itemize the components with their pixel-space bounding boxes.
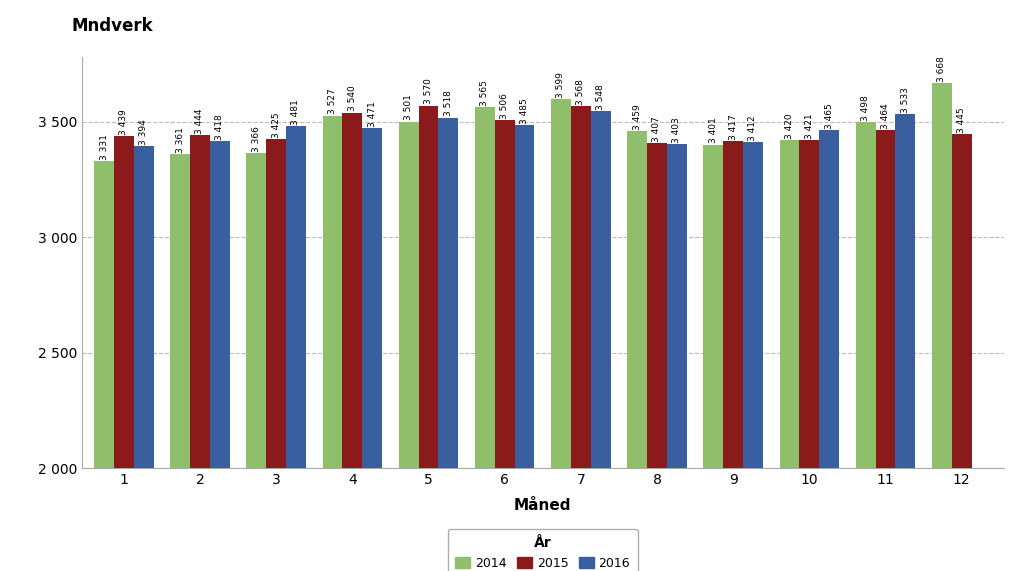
Text: 3 401: 3 401: [709, 118, 718, 143]
Bar: [551, 99, 571, 468]
Bar: [743, 142, 763, 468]
Text: 3 394: 3 394: [139, 119, 148, 145]
Bar: [779, 140, 800, 468]
Bar: [342, 112, 362, 468]
Bar: [210, 140, 229, 468]
Text: 3 485: 3 485: [520, 98, 529, 124]
Bar: [475, 107, 495, 468]
Bar: [323, 115, 342, 468]
Bar: [591, 111, 610, 468]
Text: 3 366: 3 366: [252, 126, 261, 151]
Bar: [723, 141, 743, 468]
Text: 3 445: 3 445: [957, 108, 966, 133]
Bar: [819, 130, 839, 468]
X-axis label: Måned: Måned: [514, 498, 571, 513]
Text: 3 444: 3 444: [196, 108, 205, 134]
Bar: [170, 154, 190, 468]
Text: 3 403: 3 403: [673, 117, 681, 143]
Text: 3 568: 3 568: [577, 79, 586, 105]
Text: 3 471: 3 471: [368, 102, 377, 127]
Bar: [266, 139, 286, 468]
Bar: [514, 125, 535, 468]
Bar: [932, 83, 951, 468]
Bar: [628, 131, 647, 468]
Bar: [419, 106, 438, 468]
Bar: [134, 146, 154, 468]
Text: 3 439: 3 439: [120, 109, 128, 135]
Text: 3 498: 3 498: [861, 95, 870, 121]
Text: 3 421: 3 421: [805, 113, 814, 139]
Legend: 2014, 2015, 2016: 2014, 2015, 2016: [447, 529, 638, 571]
Text: 3 518: 3 518: [443, 91, 453, 116]
Text: 3 420: 3 420: [785, 114, 794, 139]
Bar: [362, 128, 382, 468]
Bar: [438, 118, 458, 468]
Text: 3 501: 3 501: [404, 95, 413, 120]
Text: Mndverk: Mndverk: [72, 17, 154, 35]
Text: 3 361: 3 361: [176, 127, 184, 152]
Bar: [667, 144, 687, 468]
Text: 3 459: 3 459: [633, 104, 642, 130]
Text: 3 527: 3 527: [328, 89, 337, 114]
Text: 3 465: 3 465: [824, 103, 834, 128]
Text: 3 412: 3 412: [749, 115, 758, 141]
Bar: [647, 143, 667, 468]
Bar: [876, 130, 895, 468]
Bar: [94, 161, 114, 468]
Text: 3 407: 3 407: [652, 116, 662, 142]
Bar: [247, 152, 266, 468]
Text: 3 599: 3 599: [556, 72, 565, 98]
Text: 3 425: 3 425: [271, 112, 281, 138]
Bar: [951, 135, 972, 468]
Text: 3 548: 3 548: [596, 84, 605, 110]
Text: 3 417: 3 417: [729, 114, 737, 140]
Bar: [398, 122, 419, 468]
Bar: [190, 135, 210, 468]
Bar: [495, 120, 514, 468]
Text: 3 533: 3 533: [901, 87, 909, 113]
Bar: [286, 126, 306, 468]
Bar: [895, 114, 915, 468]
Text: 3 506: 3 506: [500, 93, 509, 119]
Text: 3 418: 3 418: [215, 114, 224, 139]
Text: 3 570: 3 570: [424, 79, 433, 104]
Text: 3 464: 3 464: [881, 103, 890, 129]
Bar: [114, 136, 134, 468]
Text: 3 481: 3 481: [292, 99, 300, 125]
Bar: [703, 144, 723, 468]
Text: 3 540: 3 540: [348, 86, 356, 111]
Text: 3 331: 3 331: [99, 134, 109, 160]
Bar: [856, 122, 876, 468]
Text: 3 668: 3 668: [937, 56, 946, 82]
Bar: [800, 140, 819, 468]
Bar: [571, 106, 591, 468]
Text: 3 565: 3 565: [480, 80, 489, 106]
